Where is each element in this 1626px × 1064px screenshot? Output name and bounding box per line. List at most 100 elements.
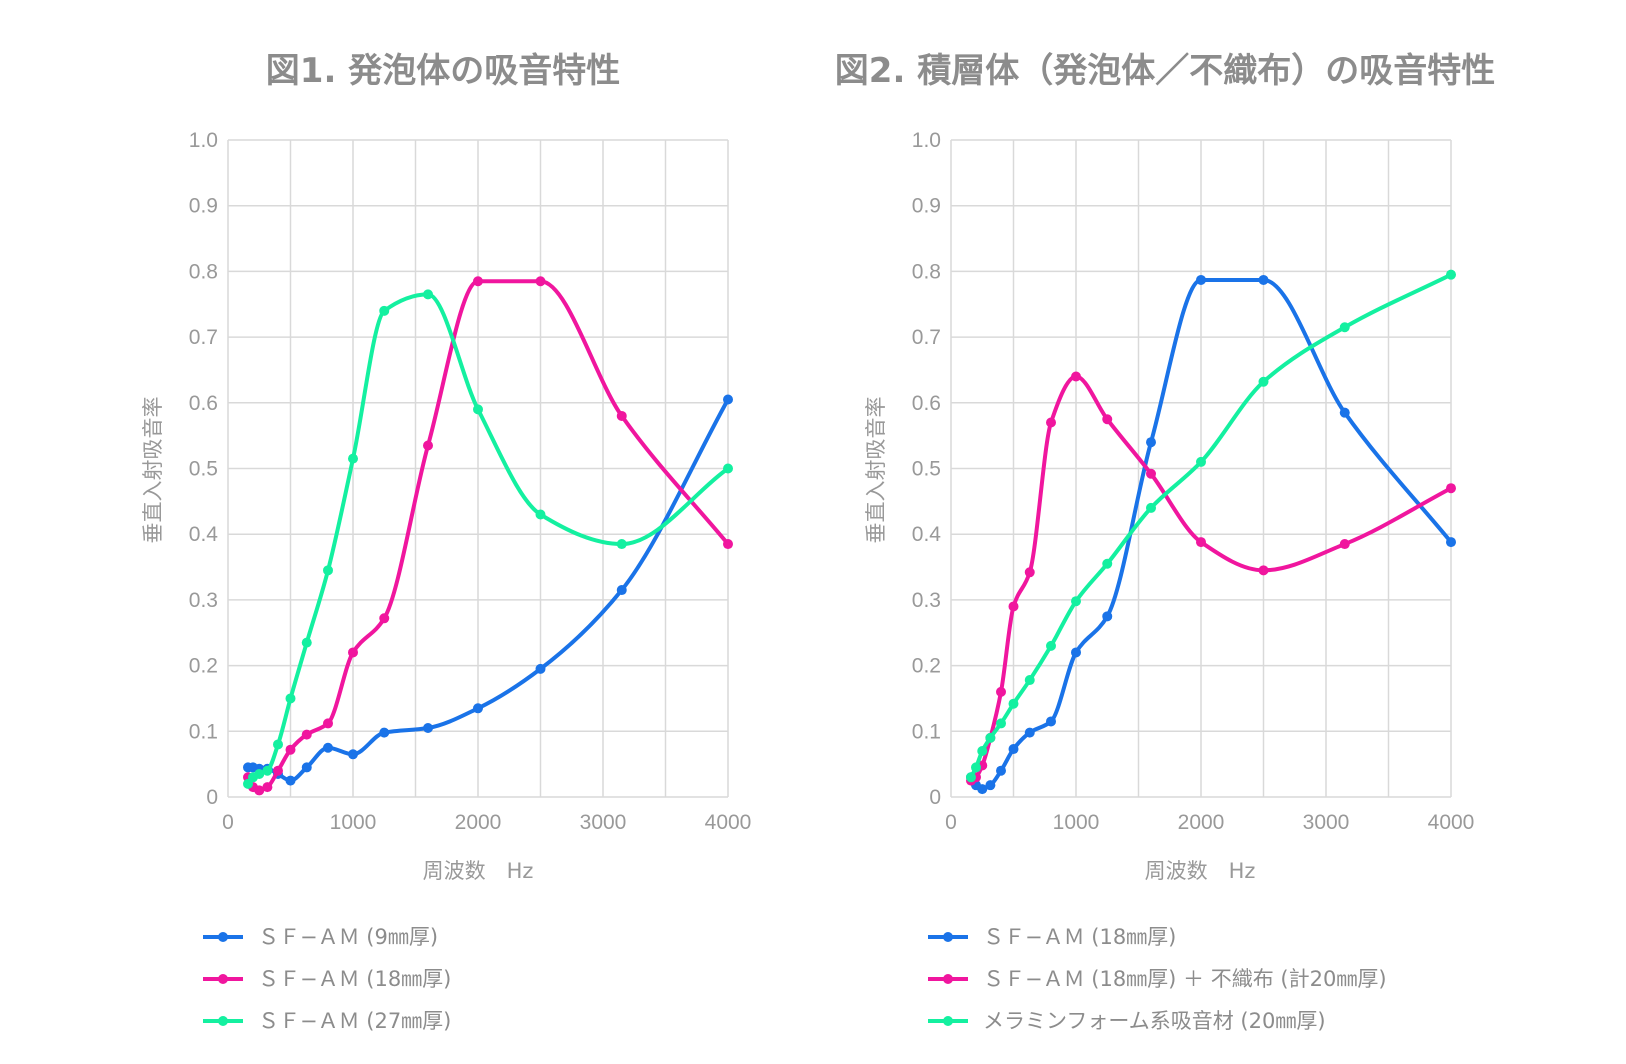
data-point: [262, 782, 273, 793]
chart-1-legend-item-1: ＳＦ−ＡＭ (9㎜厚): [203, 925, 438, 949]
y-tick-label: 0.1: [912, 720, 941, 743]
data-point: [1008, 744, 1019, 755]
x-tick-label: 2000: [455, 811, 502, 834]
chart-1-legend-label-2: ＳＦ−ＡＭ (18㎜厚): [258, 967, 451, 991]
chart-2-legend-item-3: メラミンフォーム系吸音材 (20㎜厚): [928, 1009, 1326, 1033]
data-point: [985, 732, 996, 743]
data-point: [1046, 417, 1056, 428]
chart-1-grid: [227, 139, 729, 798]
data-point: [1071, 596, 1081, 607]
data-point: [1102, 414, 1113, 425]
y-tick-label: 0.8: [189, 260, 218, 283]
data-point: [1339, 407, 1350, 418]
x-tick-label: 0: [222, 811, 234, 834]
chart-1-legend-label-3: ＳＦ−ＡＭ (27㎜厚): [258, 1009, 451, 1033]
data-point: [1258, 274, 1269, 285]
chart-2-legend-item-2: ＳＦ−ＡＭ (18㎜厚) ＋ 不織布 (計20㎜厚): [928, 967, 1387, 991]
chart-1-x-axis-label: 周波数 Hz: [423, 859, 534, 883]
data-point: [1046, 640, 1056, 651]
y-tick-label: 0.8: [912, 260, 941, 283]
data-point: [323, 718, 333, 729]
data-point: [273, 765, 283, 776]
data-point: [285, 693, 296, 704]
y-tick-label: 1.0: [189, 129, 218, 152]
chart-1-legend: ＳＦ−ＡＭ (9㎜厚) ＳＦ−ＡＭ (18㎜厚) ＳＦ−ＡＭ (27㎜厚): [203, 925, 451, 1033]
y-tick-label: 0.5: [912, 458, 941, 481]
data-point: [1008, 601, 1019, 612]
data-point: [1046, 716, 1056, 727]
data-point: [1196, 456, 1206, 467]
data-point: [535, 276, 546, 287]
data-point: [1339, 539, 1350, 550]
chart-2-legend-item-1: ＳＦ−ＡＭ (18㎜厚): [928, 925, 1176, 949]
data-point: [348, 647, 358, 658]
chart-2-y-ticks: 0 0.1 0.2 0.3 0.4 0.5 0.6 0.7 0.8 0.9 1.0: [912, 129, 942, 809]
series-line-2: [969, 374, 1453, 783]
data-point: [723, 539, 733, 550]
data-point: [1102, 558, 1113, 569]
data-point: [323, 565, 333, 576]
y-tick-label: 0.2: [189, 655, 218, 678]
data-point: [1071, 371, 1081, 382]
y-tick-label: 0.4: [912, 523, 942, 546]
data-point: [723, 394, 733, 405]
y-tick-label: 0.6: [189, 392, 218, 415]
data-point: [473, 703, 483, 714]
data-point: [616, 585, 627, 596]
chart-1-x-ticks: 0 1000 2000 3000 4000: [222, 811, 751, 834]
chart-2-grid: [950, 139, 1452, 798]
chart-2-title: 図2. 積層体（発泡体／不織布）の吸音特性: [835, 51, 1495, 91]
y-tick-label: 0.2: [912, 655, 941, 678]
data-point: [996, 686, 1006, 697]
x-tick-label: 4000: [705, 811, 752, 834]
data-point: [423, 289, 433, 300]
data-point: [285, 744, 296, 755]
data-point: [1146, 468, 1156, 479]
data-point: [1024, 727, 1035, 738]
data-point: [1258, 565, 1269, 576]
chart-2: 図2. 積層体（発泡体／不織布）の吸音特性 0 0.1 0.2 0.3 0.4 0.5 0.…: [835, 51, 1495, 1033]
data-point: [262, 765, 273, 776]
data-point: [985, 780, 996, 791]
x-tick-label: 3000: [580, 811, 627, 834]
data-point: [1146, 502, 1156, 513]
data-point: [273, 739, 283, 750]
legend-marker: [218, 932, 228, 942]
chart-1: 図1. 発泡体の吸音特性 0 0.1 0.2 0.3 0.4 0.5 0.6 0.7 0.8 0.…: [141, 51, 751, 1033]
data-point: [1024, 675, 1035, 686]
y-tick-label: 0.9: [912, 195, 941, 218]
data-point: [1446, 483, 1456, 494]
y-tick-label: 0: [206, 786, 218, 809]
data-point: [1146, 437, 1156, 448]
chart-1-legend-label-1: ＳＦ−ＡＭ (9㎜厚): [258, 925, 438, 949]
data-point: [473, 404, 483, 415]
x-tick-label: 0: [945, 811, 957, 834]
chart-2-legend: ＳＦ−ＡＭ (18㎜厚) ＳＦ−ＡＭ (18㎜厚) ＋ 不織布 (計20㎜厚) …: [928, 925, 1387, 1033]
y-tick-label: 0.7: [189, 326, 218, 349]
data-point: [301, 729, 312, 740]
data-point: [616, 410, 627, 421]
data-point: [971, 762, 981, 773]
data-point: [1258, 376, 1269, 387]
x-tick-label: 4000: [1428, 811, 1475, 834]
legend-marker: [218, 974, 228, 984]
data-point: [423, 723, 433, 734]
data-point: [423, 440, 433, 451]
data-point: [1446, 269, 1456, 280]
data-point: [535, 509, 546, 520]
data-point: [966, 772, 976, 783]
data-point: [1071, 647, 1081, 658]
data-point: [379, 727, 390, 738]
data-point: [285, 775, 296, 786]
data-point: [379, 613, 390, 624]
y-tick-label: 0.1: [189, 720, 218, 743]
chart-2-legend-label-3: メラミンフォーム系吸音材 (20㎜厚): [983, 1009, 1326, 1033]
data-point: [348, 453, 358, 464]
data-point: [348, 749, 358, 760]
y-tick-label: 0.3: [189, 589, 218, 612]
legend-marker: [943, 1016, 953, 1026]
chart-1-y-ticks: 0 0.1 0.2 0.3 0.4 0.5 0.6 0.7 0.8 0.9 1.0: [189, 129, 219, 809]
data-point: [1024, 567, 1035, 578]
y-tick-label: 0.4: [189, 523, 219, 546]
